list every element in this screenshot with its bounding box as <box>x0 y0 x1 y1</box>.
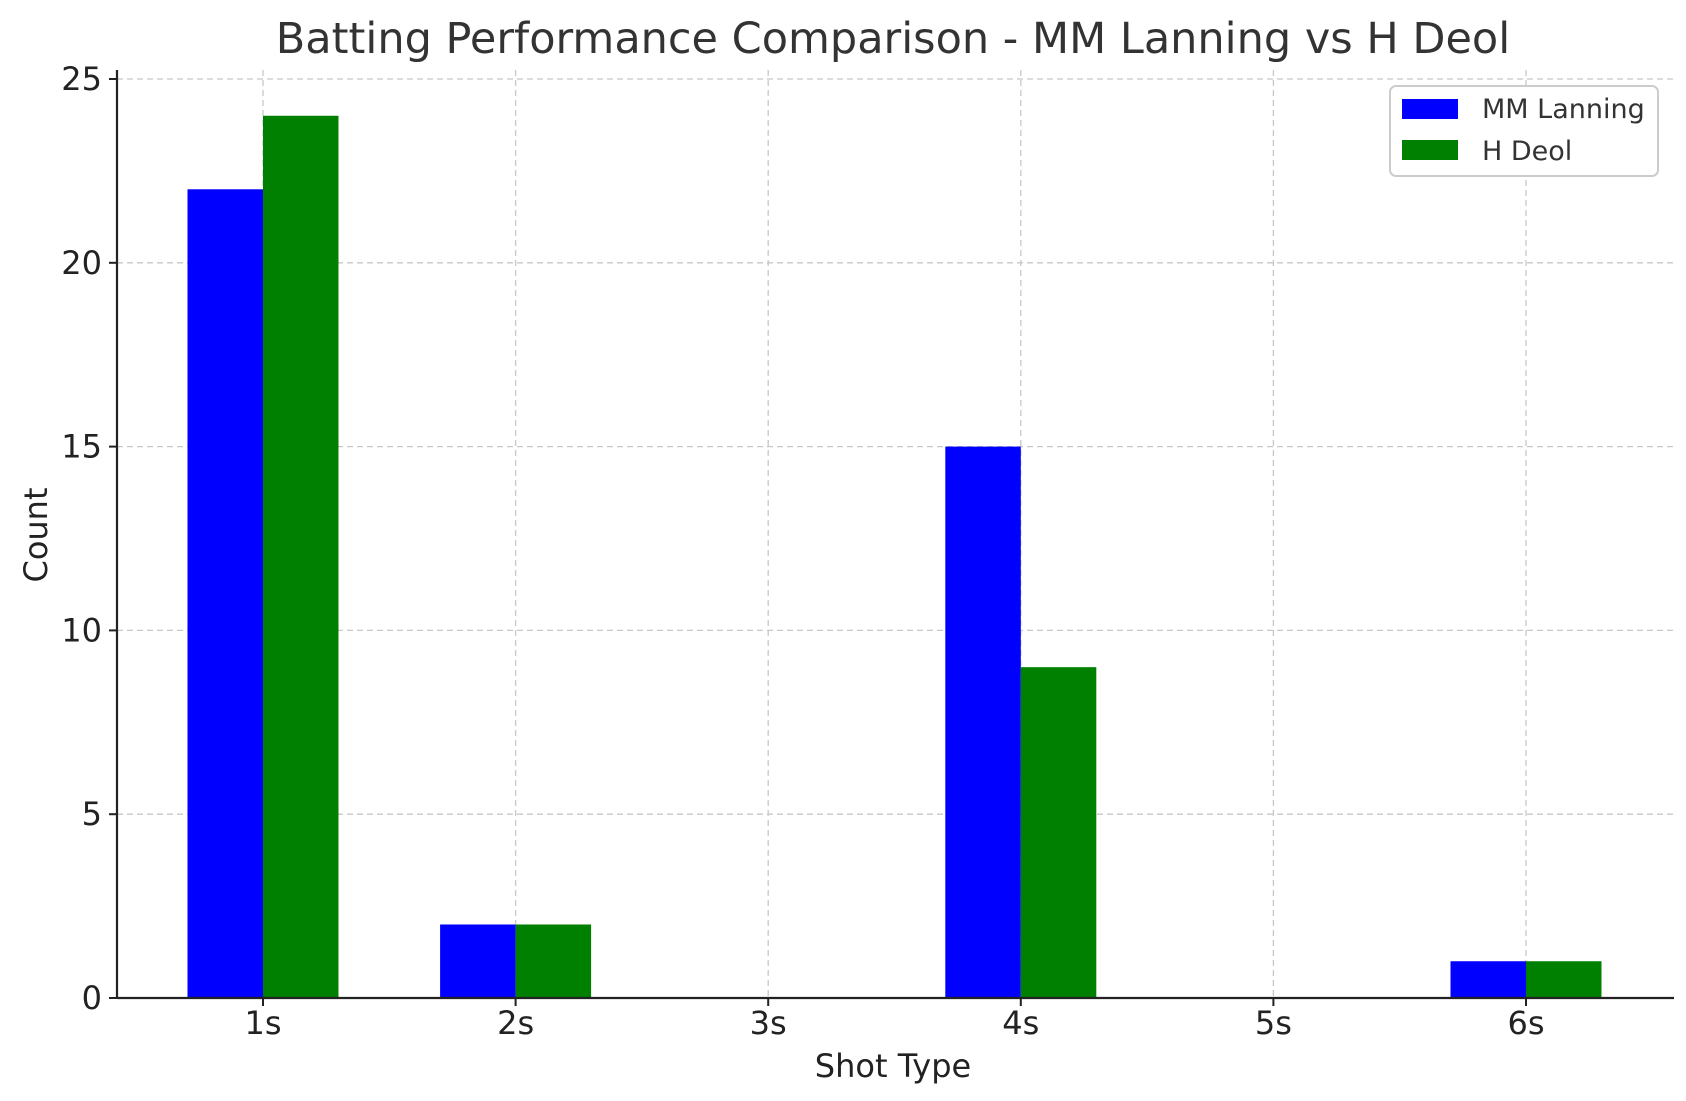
y-tick-label-15: 15 <box>61 428 102 466</box>
tick-labels: 0 5 10 15 20 25 1s 2s 3s 4s 5s 6s <box>61 60 1544 1042</box>
axes <box>109 70 1674 1006</box>
bar-mm-lanning-6s <box>1450 961 1526 998</box>
chart-title: Batting Performance Comparison - MM Lann… <box>276 14 1510 64</box>
legend-swatch-h-deol <box>1402 140 1458 160</box>
legend: MM Lanning H Deol <box>1389 85 1659 177</box>
legend-label-h-deol: H Deol <box>1482 136 1572 167</box>
grid-lines <box>117 70 1674 998</box>
y-tick-label-10: 10 <box>61 611 102 649</box>
x-tick-label-5s: 5s <box>1255 1004 1292 1042</box>
legend-label-mm-lanning: MM Lanning <box>1482 94 1645 125</box>
x-tick-label-3s: 3s <box>750 1004 787 1042</box>
bar-mm-lanning-4s <box>945 446 1021 999</box>
bars <box>187 115 1602 999</box>
x-tick-label-1s: 1s <box>244 1004 281 1042</box>
x-tick-label-6s: 6s <box>1507 1004 1544 1042</box>
y-tick-label-25: 25 <box>61 60 102 98</box>
bar-mm-lanning-2s <box>440 924 516 998</box>
x-tick-label-2s: 2s <box>497 1004 534 1042</box>
bar-h-deol-2s <box>515 924 592 998</box>
y-tick-label-5: 5 <box>82 795 102 833</box>
x-axis-label: Shot Type <box>815 1047 971 1085</box>
legend-swatch-mm-lanning <box>1402 99 1458 119</box>
y-axis-label: Count <box>17 487 55 582</box>
bar-mm-lanning-1s <box>187 189 263 998</box>
bar-h-deol-1s <box>263 115 339 998</box>
x-tick-label-4s: 4s <box>1002 1004 1039 1042</box>
y-tick-label-20: 20 <box>61 244 102 282</box>
y-tick-label-0: 0 <box>82 979 102 1017</box>
bar-h-deol-6s <box>1526 961 1602 998</box>
bar-h-deol-4s <box>1020 667 1097 998</box>
